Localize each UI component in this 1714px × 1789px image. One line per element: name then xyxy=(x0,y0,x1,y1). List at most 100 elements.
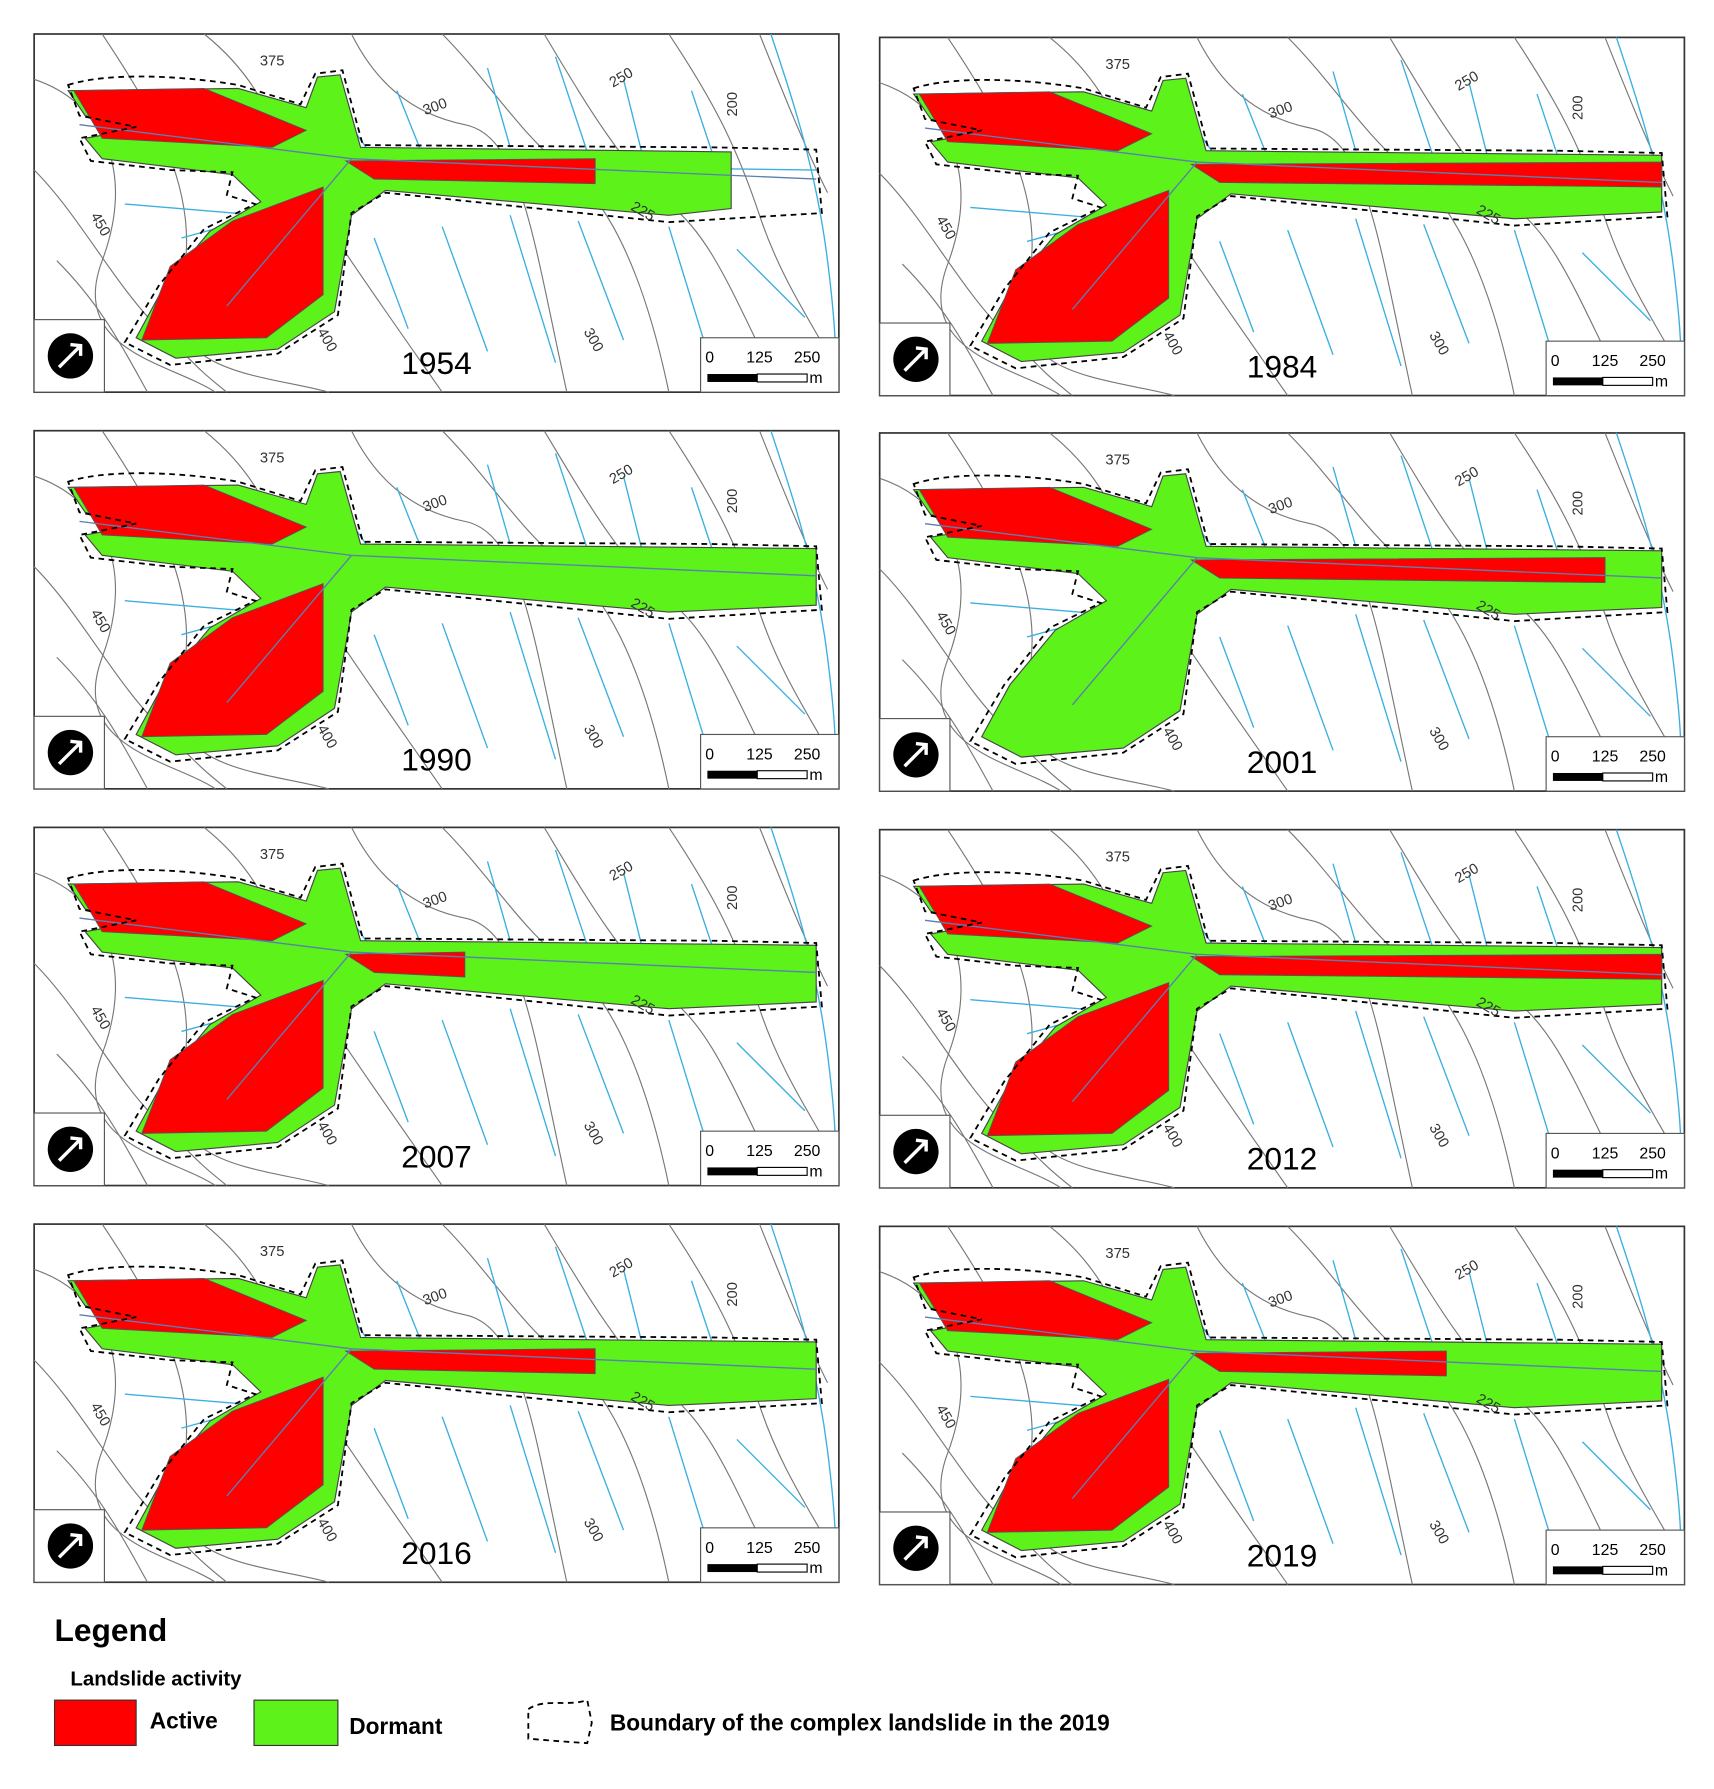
legend-item: Active xyxy=(150,1707,218,1733)
scale-label: 250 xyxy=(1639,749,1666,766)
channel-line xyxy=(924,522,1662,706)
boundary-2019 xyxy=(66,862,823,1160)
contour-label: 200 xyxy=(725,1282,741,1307)
scale-bar xyxy=(707,1167,758,1176)
contour-line xyxy=(1513,829,1685,1170)
stream xyxy=(1219,1407,1651,1567)
channel-line xyxy=(79,124,817,307)
contour-label: 300 xyxy=(421,96,450,119)
active-area xyxy=(344,951,466,978)
scale-unit: m xyxy=(809,1560,822,1577)
panel-year: 1990 xyxy=(401,742,472,778)
contour-line xyxy=(350,430,568,789)
scale-bar xyxy=(1552,1566,1603,1575)
scale-bar xyxy=(1602,1565,1654,1575)
north-arrow-symbol xyxy=(903,741,928,768)
scale-unit: m xyxy=(1655,1166,1668,1183)
active-area xyxy=(1189,1350,1447,1377)
active-area xyxy=(986,189,1170,344)
scale-label: 0 xyxy=(705,1540,714,1557)
legend-swatch-active xyxy=(53,1699,137,1747)
contour-line xyxy=(901,659,994,792)
contour-line xyxy=(56,1053,148,1186)
panel-year: 1984 xyxy=(1247,348,1318,384)
scale-bar xyxy=(756,770,808,780)
scale-unit: m xyxy=(809,370,822,387)
active-area xyxy=(1189,557,1606,584)
scale-label: 0 xyxy=(1551,1542,1560,1559)
scale-label: 0 xyxy=(1551,1145,1560,1162)
panel-year: 2001 xyxy=(1247,744,1318,780)
scale-label: 125 xyxy=(746,1143,773,1160)
contour-line xyxy=(879,1361,1073,1585)
scale-label: 125 xyxy=(1592,749,1619,766)
scale-label: 125 xyxy=(746,350,773,367)
contour-line xyxy=(1513,37,1685,378)
stream xyxy=(486,1246,715,1361)
contour-label: 200 xyxy=(725,489,741,514)
boundary-2019 xyxy=(912,1261,1669,1559)
contour-line xyxy=(879,173,1073,397)
channel-line xyxy=(79,1314,817,1497)
contour-line xyxy=(668,33,840,375)
active-area xyxy=(141,979,324,1134)
north-arrow-symbol xyxy=(903,1138,928,1165)
active-area xyxy=(73,881,308,942)
panel-year: 2019 xyxy=(1247,1537,1318,1573)
boundary-2019 xyxy=(66,1259,823,1556)
scale-unit: m xyxy=(809,767,822,784)
scale-label: 250 xyxy=(794,1143,821,1160)
scale-label: 250 xyxy=(794,350,821,367)
scale-label: 0 xyxy=(1551,749,1560,766)
active-area xyxy=(918,486,1153,547)
scale-bar xyxy=(1602,1169,1654,1179)
contour-line xyxy=(350,33,568,393)
legend-swatch-boundary xyxy=(527,1698,593,1745)
contour-line xyxy=(1196,37,1413,396)
contour-label: 300 xyxy=(421,492,450,515)
contour-label: 375 xyxy=(260,1244,285,1260)
scale-box xyxy=(1545,340,1685,397)
scale-bar xyxy=(756,1563,808,1573)
scale-label: 0 xyxy=(705,1143,714,1160)
contour-line xyxy=(56,260,148,393)
contour-line xyxy=(1196,829,1413,1188)
active-area xyxy=(918,1280,1153,1341)
contour-label: 200 xyxy=(1570,888,1586,913)
contour-line xyxy=(1604,432,1674,592)
scale-label: 250 xyxy=(1639,353,1666,370)
stream xyxy=(486,849,715,964)
stream xyxy=(373,1405,806,1565)
contour-label: 200 xyxy=(725,92,741,117)
contour-label: 200 xyxy=(725,885,741,910)
contour-line xyxy=(901,263,994,396)
scale-label: 125 xyxy=(1592,1145,1619,1162)
boundary-2019 xyxy=(912,72,1669,370)
contour-label: 300 xyxy=(421,1286,450,1309)
scale-bar xyxy=(1602,772,1654,782)
contour-line xyxy=(33,1359,228,1583)
panel-year: 2016 xyxy=(401,1535,472,1571)
scale-box xyxy=(1545,1132,1685,1189)
contour-label: 375 xyxy=(1105,849,1130,865)
stream xyxy=(373,215,806,375)
scale-bar xyxy=(1552,772,1603,781)
scale-bar xyxy=(756,373,808,383)
scale-bar xyxy=(756,1166,808,1176)
scale-bar xyxy=(1602,376,1654,386)
north-arrow-symbol xyxy=(57,1532,83,1559)
legend-title: Legend xyxy=(55,1612,168,1648)
active-area xyxy=(986,1378,1170,1533)
north-arrow-symbol xyxy=(57,1136,83,1162)
active-area xyxy=(73,1278,308,1338)
scale-box xyxy=(700,337,840,393)
scale-box xyxy=(700,733,840,790)
contour-label: 375 xyxy=(260,54,285,70)
active-area xyxy=(141,186,324,341)
contour-line xyxy=(1604,37,1674,197)
